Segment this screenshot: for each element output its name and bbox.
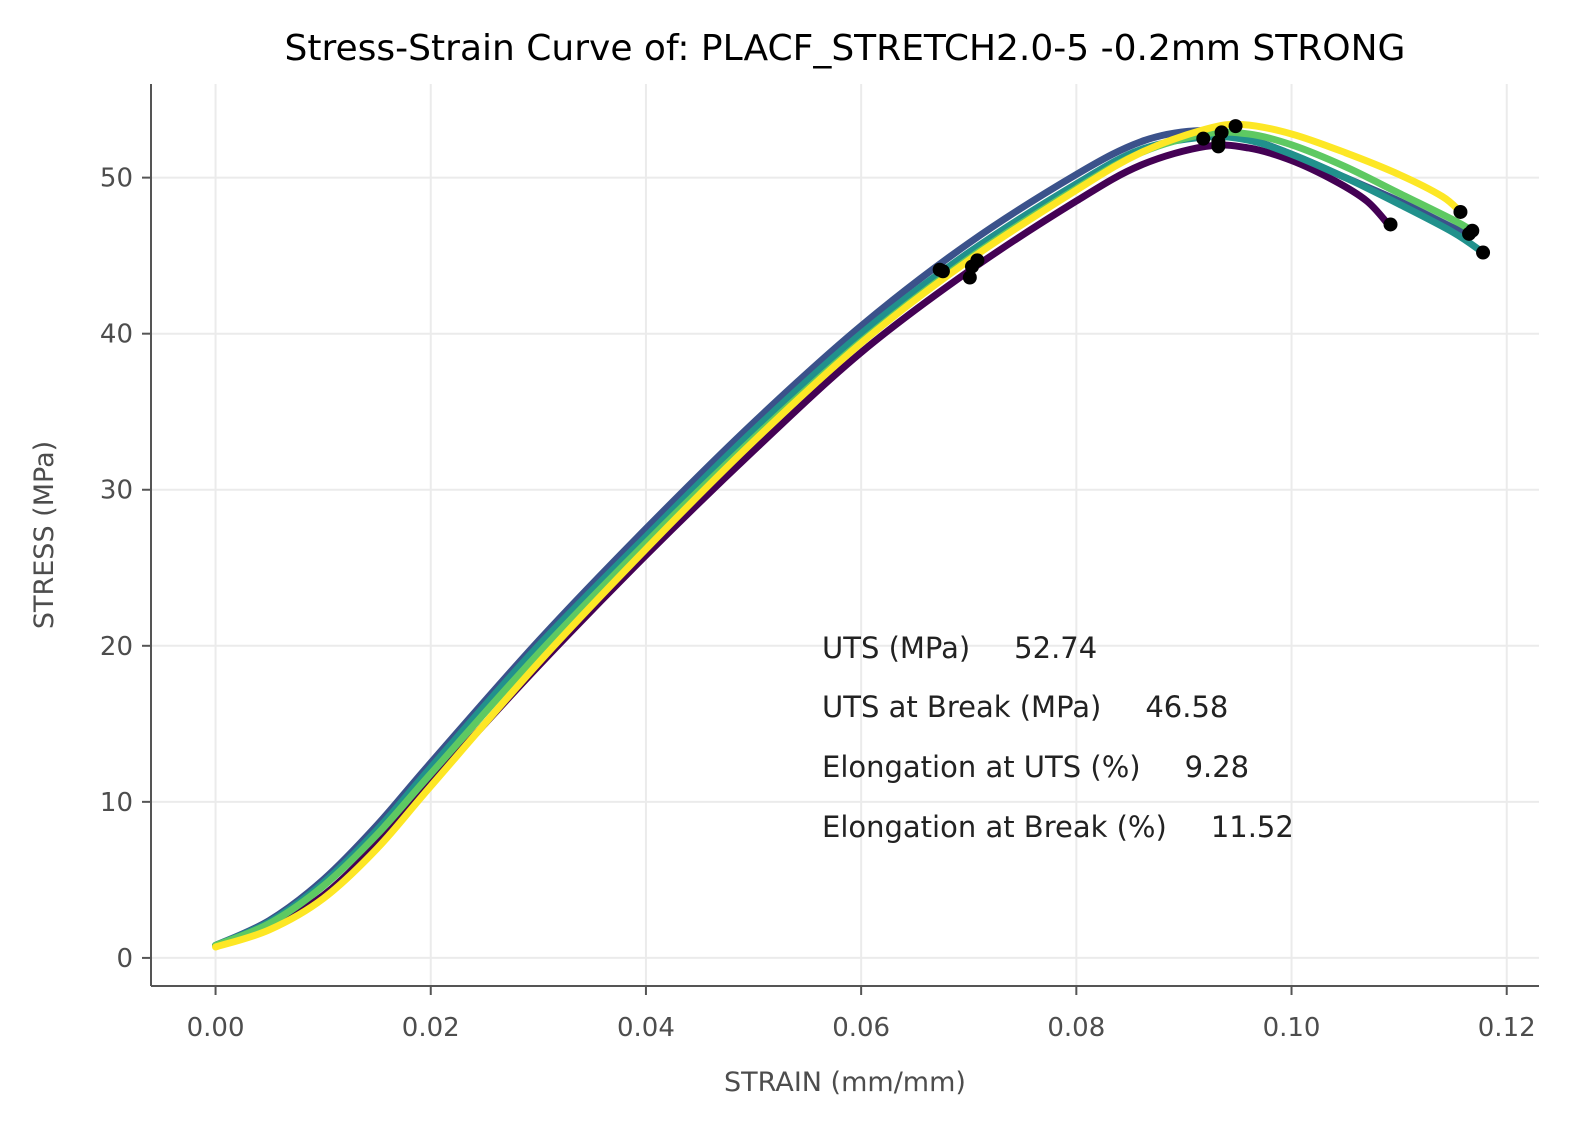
series-2-marker-2: [1196, 131, 1211, 146]
annotation-uts-break-label: UTS at Break (MPa): [822, 690, 1101, 724]
annotation-uts-break-value: 46.58: [1145, 690, 1228, 724]
annotation-elong-uts-label: Elongation at UTS (%): [822, 750, 1141, 784]
series-1-marker-1: [962, 270, 977, 285]
annotation-uts-label: UTS (MPa): [822, 631, 970, 665]
x-axis-ticks: 0.00 0.02 0.04 0.06 0.08 0.10 0.12: [187, 986, 1536, 1043]
x-tick-label: 0.12: [1478, 1013, 1536, 1043]
series-4-marker-2: [1214, 125, 1229, 140]
grid-lines: [151, 84, 1539, 986]
series-curves: [212, 120, 1487, 951]
y-tick-label: 20: [100, 632, 133, 662]
annotation-uts-value: 52.74: [1014, 631, 1097, 665]
series-5-marker-1: [964, 259, 979, 274]
series-5-marker-3: [1453, 204, 1468, 219]
series-markers: [932, 119, 1491, 285]
series-4-marker-3: [1465, 223, 1480, 238]
annotation-uts: UTS (MPa) 52.74: [822, 631, 1097, 665]
annotation-elong-break-label: Elongation at Break (%): [822, 810, 1167, 844]
chart-title: Stress-Strain Curve of: PLACF_STRETCH2.0…: [285, 28, 1406, 69]
series-5-marker-2: [1228, 119, 1243, 134]
x-tick-label: 0.06: [832, 1013, 890, 1043]
x-tick-label: 0.08: [1047, 1013, 1105, 1043]
y-tick-label: 30: [100, 476, 133, 506]
y-axis-label: STRESS (MPa): [29, 441, 60, 629]
series-1-marker-3: [1383, 217, 1398, 232]
x-tick-label: 0.04: [617, 1013, 675, 1043]
x-tick-label: 0.10: [1263, 1013, 1321, 1043]
stats-annotations: UTS (MPa) 52.74 UTS at Break (MPa) 46.58 E…: [822, 631, 1294, 844]
series-line-5: [212, 120, 1464, 951]
y-tick-label: 0: [116, 944, 133, 974]
x-axis-label: STRAIN (mm/mm): [724, 1067, 966, 1098]
y-tick-label: 50: [100, 164, 133, 194]
annotation-elong-break-value: 11.52: [1211, 810, 1294, 844]
annotation-elong-uts-value: 9.28: [1185, 750, 1250, 784]
y-axis-ticks: 0 10 20 30 40 50: [100, 164, 151, 974]
annotation-elong-uts: Elongation at UTS (%) 9.28: [822, 750, 1249, 784]
x-tick-label: 0.00: [187, 1013, 245, 1043]
series-3-marker-1: [935, 264, 950, 279]
x-tick-label: 0.02: [402, 1013, 460, 1043]
series-3-marker-3: [1476, 245, 1491, 260]
y-tick-label: 10: [100, 788, 133, 818]
annotation-uts-break: UTS at Break (MPa) 46.58: [822, 690, 1228, 724]
annotation-elong-break: Elongation at Break (%) 11.52: [822, 810, 1294, 844]
y-tick-label: 40: [100, 320, 133, 350]
